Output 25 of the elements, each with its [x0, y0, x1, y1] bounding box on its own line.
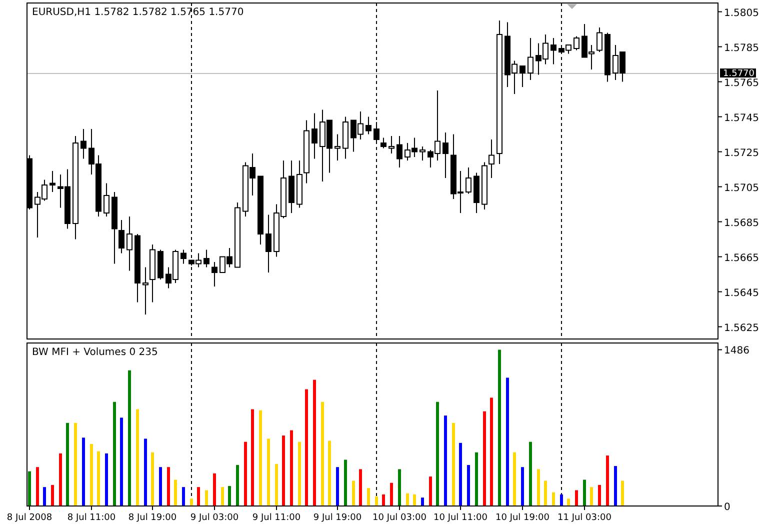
- y-tick-label: 1.5785: [724, 42, 759, 54]
- x-tick-label: 10 Jul 03:00: [372, 513, 427, 523]
- x-tick-label: 9 Jul 19:00: [313, 513, 362, 523]
- chart-title: BW MFI + Volumes 0 235: [32, 347, 158, 358]
- ref-line-label: 1.5770: [723, 69, 755, 80]
- y-tick-label: 0: [724, 502, 730, 513]
- y-tick-label: 1.5745: [724, 112, 759, 124]
- chart-title: EURUSD,H1 1.5782 1.5782 1.5765 1.5770: [32, 7, 244, 18]
- y-tick-label: 1486: [724, 346, 750, 357]
- x-tick-label: 8 Jul 11:00: [67, 513, 116, 523]
- y-tick-label: 1.5725: [724, 148, 759, 159]
- y-tick-label: 1.5765: [724, 78, 759, 89]
- x-tick-label: 8 Jul 19:00: [128, 513, 177, 523]
- y-tick-label: 1.5805: [724, 8, 759, 19]
- y-tick-label: 1.5645: [724, 288, 759, 299]
- x-tick-label: 10 Jul 19:00: [496, 513, 550, 523]
- x-tick-label: 8 Jul 2008: [6, 513, 52, 523]
- y-tick-label: 1.5625: [724, 322, 759, 334]
- y-tick-label: 1.5665: [724, 252, 759, 264]
- x-tick-label: 9 Jul 11:00: [252, 513, 301, 523]
- y-tick-label: 1.5705: [724, 182, 759, 194]
- x-tick-label: 10 Jul 11:00: [434, 513, 488, 523]
- x-tick-label: 11 Jul 03:00: [558, 513, 612, 523]
- x-tick-label: 9 Jul 03:00: [190, 513, 239, 523]
- y-tick-label: 1.5685: [724, 218, 759, 229]
